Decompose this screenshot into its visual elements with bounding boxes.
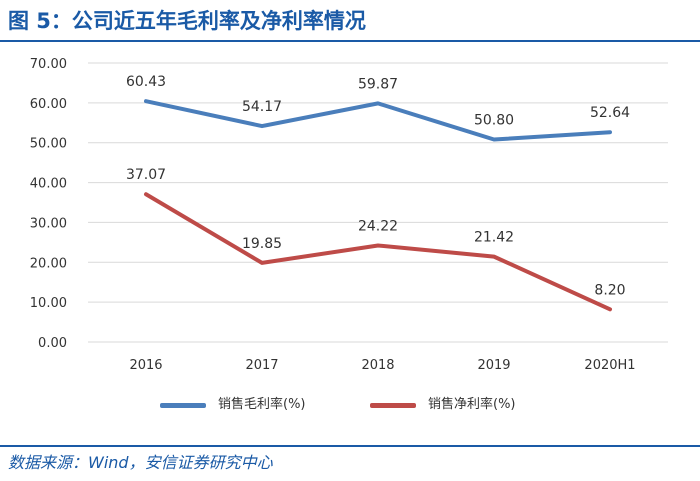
data-label: 24.22 bbox=[358, 218, 398, 234]
data-label: 54.17 bbox=[242, 99, 282, 115]
y-tick-label: 60.00 bbox=[30, 97, 67, 112]
line-chart: 0.0010.0020.0030.0040.0050.0060.0070.00 … bbox=[30, 57, 668, 373]
footer-divider bbox=[0, 445, 700, 447]
legend-label: 销售净利率(%) bbox=[428, 397, 516, 412]
y-tick-label: 20.00 bbox=[30, 256, 67, 271]
data-labels: 60.43 54.17 59.87 50.80 52.64 37.07 19.85 24.22… bbox=[126, 74, 630, 298]
y-axis-ticks: 0.00 10.00 20.00 30.00 40.00 50.00 60.00 70.00 bbox=[30, 57, 67, 351]
x-tick-label: 2016 bbox=[129, 358, 162, 373]
y-tick-label: 30.00 bbox=[30, 216, 67, 231]
x-axis-ticks: 2016 2017 2018 2019 2020H1 bbox=[129, 358, 635, 373]
y-tick-label: 50.00 bbox=[30, 137, 67, 152]
x-tick-label: 2019 bbox=[477, 358, 510, 373]
legend-swatch bbox=[370, 403, 416, 408]
x-tick-label: 2017 bbox=[245, 358, 278, 373]
page-title: 图 5：公司近五年毛利率及净利率情况 bbox=[8, 9, 366, 33]
data-label: 21.42 bbox=[474, 230, 514, 246]
source-note: 数据来源：Wind，安信证券研究中心 bbox=[8, 453, 273, 472]
data-label: 37.07 bbox=[126, 167, 166, 183]
series-line-net-margin bbox=[144, 192, 612, 312]
y-tick-label: 70.00 bbox=[30, 57, 67, 72]
y-tick-label: 10.00 bbox=[30, 296, 67, 311]
y-tick-label: 0.00 bbox=[38, 336, 67, 351]
y-tick-label: 40.00 bbox=[30, 177, 67, 192]
data-label: 50.80 bbox=[474, 113, 514, 129]
legend-label: 销售毛利率(%) bbox=[218, 397, 306, 412]
data-label: 19.85 bbox=[242, 236, 282, 252]
series-lines bbox=[144, 99, 612, 312]
x-tick-label: 2020H1 bbox=[584, 358, 635, 373]
chart-legend: 销售毛利率(%) 销售净利率(%) bbox=[0, 394, 700, 416]
title-divider bbox=[0, 40, 700, 42]
data-label: 8.20 bbox=[594, 282, 625, 298]
legend-swatch bbox=[160, 403, 206, 408]
grid-lines bbox=[88, 62, 668, 343]
data-label: 52.64 bbox=[590, 105, 630, 121]
data-label: 60.43 bbox=[126, 74, 166, 90]
data-label: 59.87 bbox=[358, 76, 398, 92]
x-tick-label: 2018 bbox=[361, 358, 394, 373]
series-line-gross-margin bbox=[144, 99, 612, 142]
